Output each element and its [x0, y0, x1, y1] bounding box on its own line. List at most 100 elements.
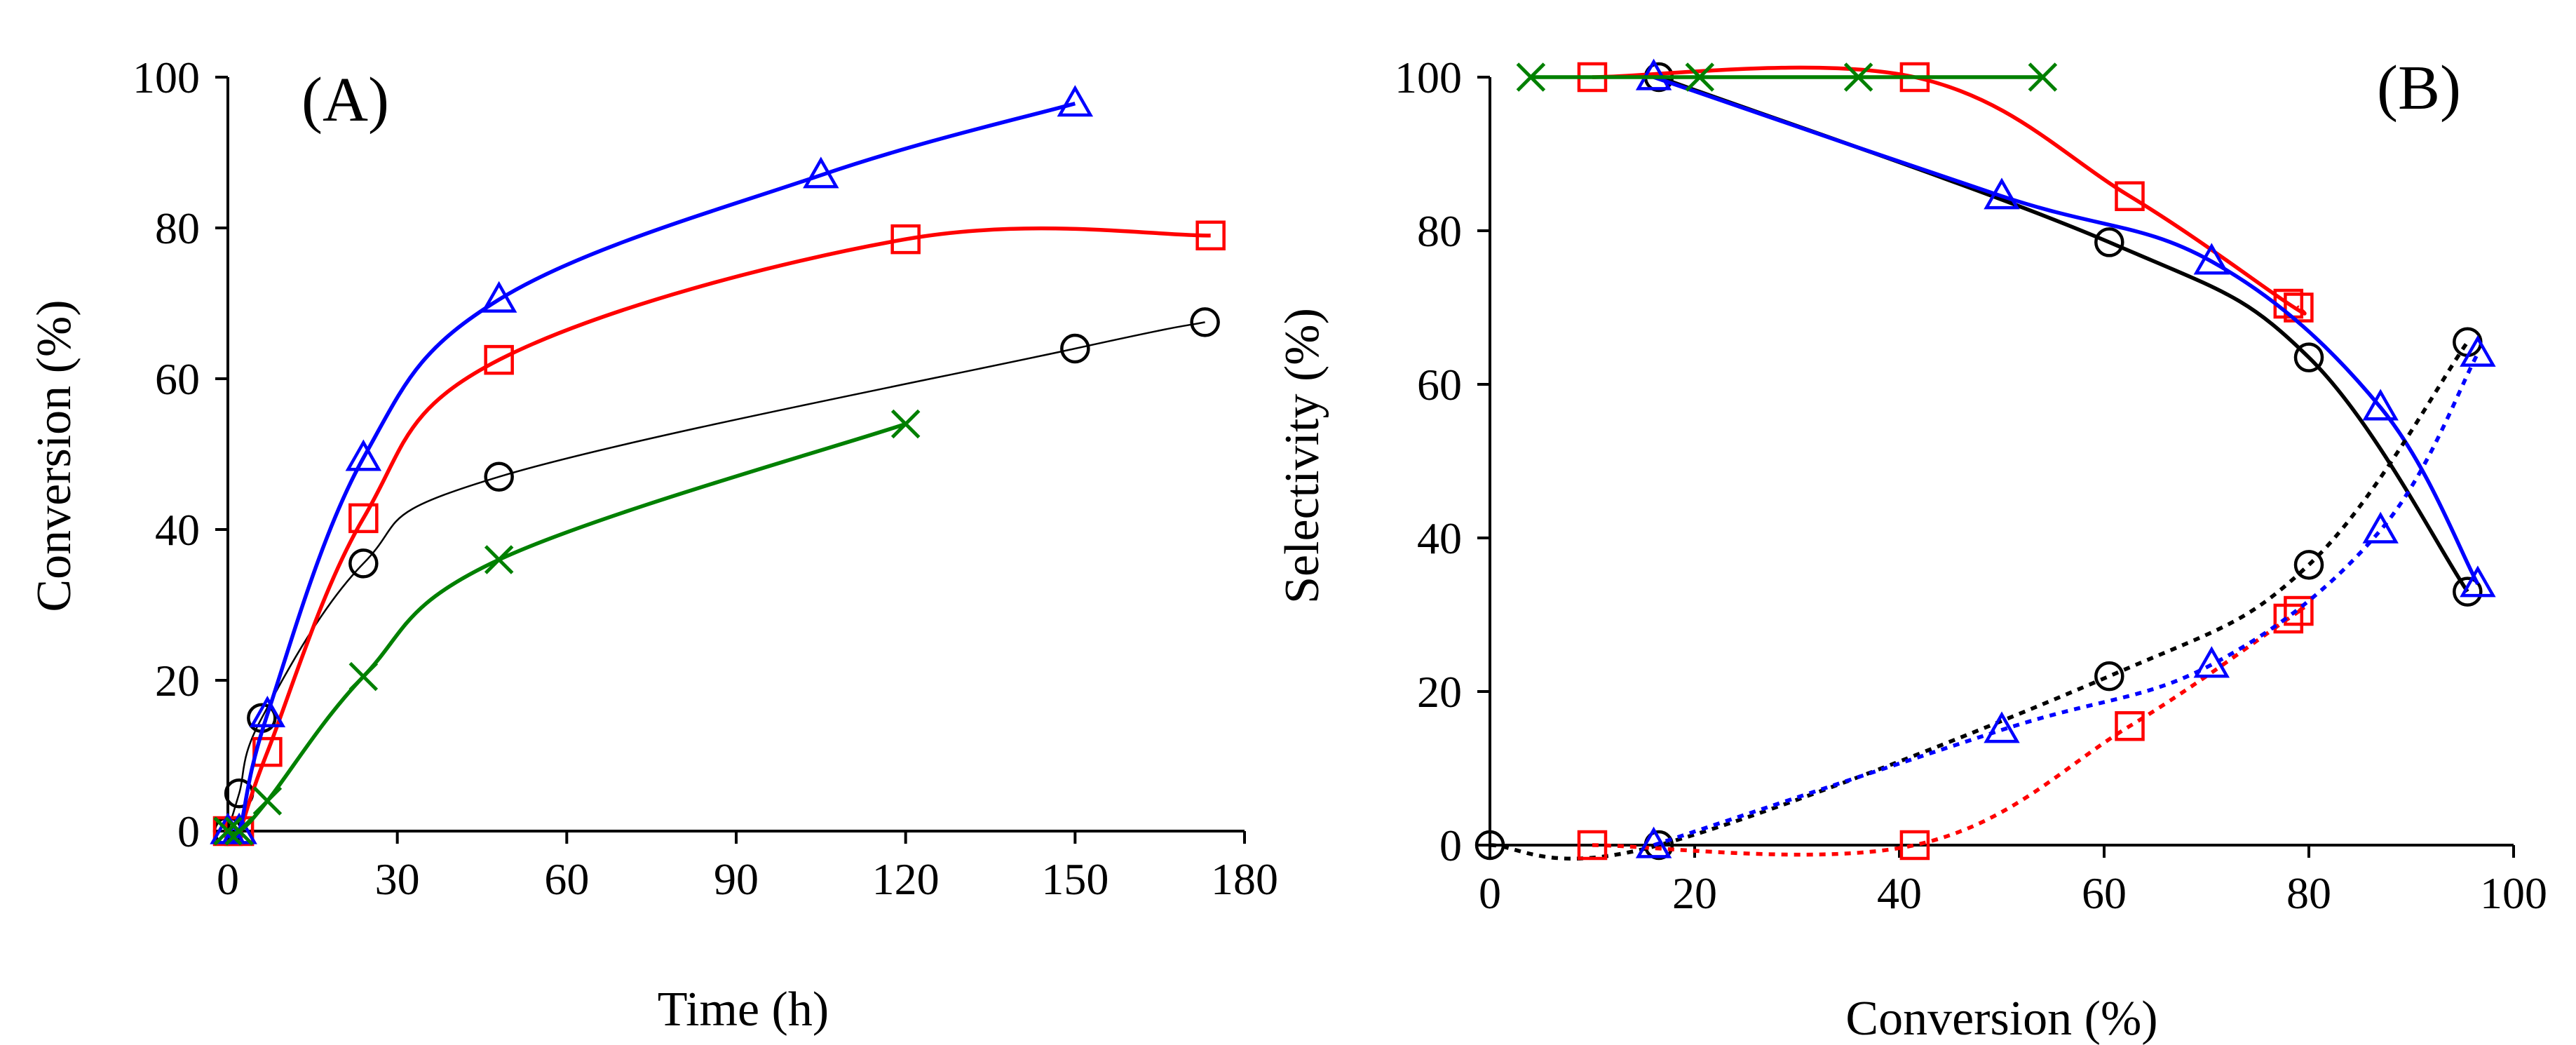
- y-tick-label: 0: [1439, 821, 1462, 870]
- data-point-square: [348, 503, 379, 534]
- panel-b-tick-labels: 0 20 40 60 80 100 0 20 40 60 80 100: [1395, 53, 2547, 918]
- series-line-triangle-dotted: [1653, 352, 2480, 847]
- data-point-square-dotted: [2273, 603, 2304, 634]
- y-tick-label: 100: [133, 53, 200, 102]
- data-point-circle-dotted: [2094, 661, 2124, 692]
- y-tick-label: 20: [155, 656, 200, 706]
- series-line-circle-dotted: [1489, 341, 2469, 861]
- data-point-triangle-solid: [2193, 243, 2230, 275]
- y-tick-label: 40: [1417, 513, 1462, 563]
- data-point-square-dotted: [2284, 595, 2314, 626]
- x-tick-label: 180: [1211, 854, 1278, 904]
- series-markers-square: [212, 220, 1226, 847]
- data-point-square-dotted: [1899, 830, 1930, 861]
- series-markers-circle: [212, 307, 1220, 847]
- data-point-square: [484, 344, 514, 375]
- data-point-cross-solid: [1685, 62, 1715, 92]
- data-point-triangle-dotted: [2460, 335, 2496, 367]
- series-markers-cross-solid: [1516, 62, 2058, 92]
- x-tick-label: 0: [1479, 868, 1501, 918]
- data-point-triangle-dotted: [1635, 826, 1672, 858]
- x-tick-label: 0: [217, 854, 239, 904]
- data-point-triangle-solid: [2460, 565, 2496, 598]
- data-point-triangle-dotted: [1984, 711, 2020, 743]
- panel-a-x-axis-title: Time (h): [658, 983, 829, 1037]
- data-point-circle-solid: [2094, 227, 2124, 257]
- data-point-cross-solid: [2028, 62, 2058, 92]
- x-tick-label: 120: [872, 854, 940, 904]
- series-markers-triangle: [210, 85, 1094, 844]
- x-tick-label: 60: [544, 854, 589, 904]
- panel-b-label: (B): [2377, 53, 2461, 123]
- data-point-circle-solid: [2293, 342, 2324, 372]
- panel-b-y-axis-title: Selectivity (%): [1275, 308, 1329, 604]
- series-line-square: [226, 226, 1211, 840]
- series-line-triangle-solid: [1653, 75, 2480, 586]
- panel-a: 0 30 60 90 120 150 180 0 20 40 60 80 100 (A) Time (h…: [27, 53, 1278, 1037]
- y-tick-label: 0: [177, 807, 200, 856]
- data-point-cross: [213, 816, 243, 846]
- data-point-triangle: [345, 439, 382, 471]
- y-tick-label: 100: [1395, 53, 1462, 102]
- data-point-cross-solid: [1843, 62, 1873, 92]
- y-tick-label: 80: [1417, 206, 1462, 256]
- series-line-cross: [227, 422, 907, 836]
- y-tick-label: 20: [1417, 667, 1462, 717]
- y-tick-label: 80: [155, 203, 200, 253]
- data-point-circle-dotted: [2293, 550, 2324, 580]
- series-markers-circle-solid: [1643, 62, 2483, 607]
- x-tick-label: 150: [1041, 854, 1109, 904]
- data-point-triangle: [803, 156, 839, 189]
- data-point-cross: [252, 786, 283, 816]
- data-point-cross: [224, 816, 254, 846]
- y-tick-label: 60: [155, 354, 200, 404]
- series-line-square-dotted: [1592, 605, 2307, 857]
- data-point-triangle: [1057, 85, 1094, 117]
- panel-a-label: (A): [301, 65, 389, 135]
- data-point-circle: [1190, 307, 1220, 337]
- panel-b-x-axis-title: Conversion (%): [1845, 992, 2157, 1045]
- data-point-triangle-solid: [1984, 177, 2020, 210]
- data-point-square: [252, 736, 283, 767]
- data-point-circle: [484, 461, 514, 492]
- panel-a-y-axis-title: Conversion (%): [27, 299, 81, 612]
- series-markers-cross: [213, 409, 921, 846]
- series-line-square-solid: [1592, 65, 2307, 316]
- panel-b-series: [1475, 58, 2496, 861]
- data-point-triangle: [249, 695, 286, 728]
- y-tick-label: 40: [155, 505, 200, 555]
- data-point-square-dotted: [2115, 711, 2145, 741]
- x-tick-label: 90: [714, 854, 759, 904]
- data-point-triangle-solid: [2362, 389, 2399, 421]
- series-line-circle-solid: [1658, 75, 2469, 593]
- panel-a-axes: [215, 76, 1246, 844]
- panel-a-series: [210, 85, 1226, 847]
- series-markers-triangle-solid: [1635, 58, 2496, 598]
- data-point-cross: [484, 545, 514, 574]
- x-tick-label: 40: [1877, 868, 1922, 918]
- data-point-cross-solid: [1516, 62, 1546, 92]
- x-tick-label: 100: [2480, 868, 2547, 918]
- data-point-triangle-dotted: [2362, 511, 2399, 544]
- x-tick-label: 60: [2082, 868, 2127, 918]
- data-point-triangle-dotted: [2193, 646, 2230, 678]
- series-markers-triangle-dotted: [1635, 335, 2496, 858]
- data-point-square-solid: [2115, 181, 2145, 211]
- series-line-triangle: [226, 101, 1076, 843]
- x-tick-label: 80: [2286, 868, 2331, 918]
- panel-a-tick-labels: 0 30 60 90 120 150 180 0 20 40 60 80 100: [133, 53, 1278, 904]
- series-markers-square-dotted: [1577, 595, 2314, 861]
- data-point-circle: [1060, 333, 1090, 364]
- panel-b: 0 20 40 60 80 100 0 20 40 60 80 100 (B) Conversion …: [1275, 53, 2547, 1045]
- data-point-circle: [348, 548, 379, 579]
- data-point-cross: [890, 409, 921, 439]
- series-markers-circle-dotted: [1475, 327, 2483, 861]
- data-point-circle-solid: [2453, 577, 2483, 607]
- x-tick-label: 30: [375, 854, 420, 904]
- data-point-circle-dotted: [1475, 830, 1505, 861]
- data-point-square-dotted: [1577, 830, 1608, 861]
- y-tick-label: 60: [1417, 360, 1462, 410]
- data-point-square: [1195, 220, 1226, 250]
- data-point-square: [890, 224, 921, 255]
